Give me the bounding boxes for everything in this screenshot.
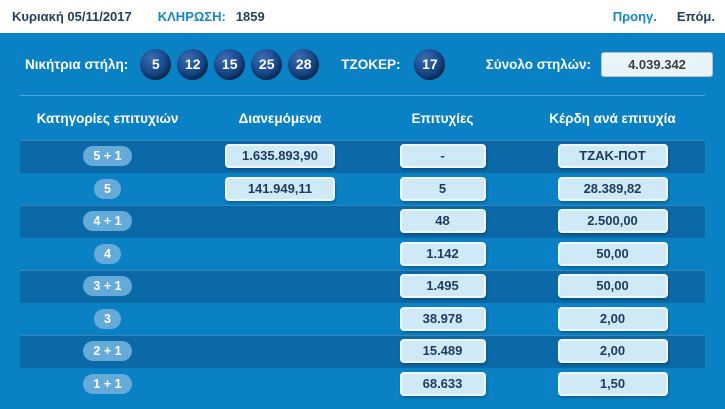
table-cell: 1,50 [520, 371, 705, 396]
category-pill: 3 [94, 308, 121, 329]
prize-per-winner: 2,00 [557, 339, 668, 364]
winning-numbers: 5 12 15 25 28 [140, 48, 325, 80]
draw-label: ΚΛΗΡΩΣΗ: [157, 9, 226, 24]
table-cell: 3 [20, 308, 195, 329]
table-cell: 2,00 [520, 306, 705, 331]
distributed-amount: 141.949,11 [225, 176, 335, 201]
prize-per-winner: 2.500,00 [557, 209, 668, 234]
column-header: Επιτυχίες [411, 110, 474, 126]
table-row: 4 1.142 50,00 [20, 238, 705, 271]
winners-count: 15.489 [399, 339, 486, 364]
table-cell: 5 + 1 [20, 146, 195, 167]
table-cell: 4 + 1 [20, 211, 195, 232]
results-panel: Νικήτρια στήλη: 5 12 15 25 28 ΤΖΟΚΕΡ: 17 Σύν… [0, 33, 725, 409]
category-pill: 5 [94, 178, 121, 199]
table-cell: ΤΖΑΚ-ΠΟΤ [520, 144, 705, 169]
table-cell: 5 [365, 176, 520, 201]
prize-per-winner: 50,00 [557, 274, 668, 299]
table-cell: 1.495 [365, 274, 520, 299]
table-cell: 15.489 [365, 339, 520, 364]
table-cell: 1.142 [365, 241, 520, 266]
table-cell: 2.500,00 [520, 209, 705, 234]
winners-count: 48 [399, 209, 486, 234]
joker-ball: 17 [414, 48, 446, 80]
results-rows: 5 + 1 1.635.893,90 - ΤΖΑΚ-ΠΟΤ 5 141.949,11 5 28… [0, 140, 725, 400]
table-row: 5 + 1 1.635.893,90 - ΤΖΑΚ-ΠΟΤ [20, 140, 705, 173]
prize-per-winner: ΤΖΑΚ-ΠΟΤ [557, 144, 668, 169]
distributed-amount: 1.635.893,90 [225, 144, 335, 169]
table-cell: 38.978 [365, 306, 520, 331]
category-pill: 4 [94, 243, 121, 264]
draw-date: Κυριακή 05/11/2017 [12, 9, 132, 24]
table-row: 5 141.949,11 5 28.389,82 [20, 173, 705, 206]
winners-count: 38.978 [399, 306, 486, 331]
table-row: 1 + 1 68.633 1,50 [20, 368, 705, 401]
lottery-ball: 25 [251, 48, 283, 80]
table-cell: - [365, 144, 520, 169]
table-header-row: Κατηγορίες επιτυχιών Διανεμόμενα Επιτυχίες… [20, 96, 705, 140]
next-draw-link[interactable]: Επόμ. [676, 9, 715, 24]
draw-number: 1859 [235, 9, 265, 24]
table-cell: 5 [20, 178, 195, 199]
winners-count: 1.495 [399, 274, 486, 299]
header-divider [20, 95, 705, 96]
lottery-ball: 12 [177, 48, 209, 80]
table-cell: 4 [20, 243, 195, 264]
column-header: Κατηγορίες επιτυχιών [36, 110, 179, 126]
table-cell: 28.389,82 [520, 176, 705, 201]
table-cell: 50,00 [520, 241, 705, 266]
table-cell: 2,00 [520, 339, 705, 364]
table-cell: 2 + 1 [20, 341, 195, 362]
joker-label: ΤΖΟΚΕΡ: [341, 56, 401, 72]
winners-count: 5 [399, 176, 486, 201]
category-pill: 3 + 1 [83, 276, 132, 297]
table-row: 2 + 1 15.489 2,00 [20, 335, 705, 368]
winning-column-label: Νικήτρια στήλη: [25, 56, 129, 72]
winners-count: 68.633 [399, 371, 486, 396]
prize-per-winner: 28.389,82 [557, 176, 668, 201]
prize-per-winner: 1,50 [557, 371, 668, 396]
lottery-ball: 28 [288, 48, 320, 80]
table-cell: 1.635.893,90 [195, 144, 365, 169]
topbar: Κυριακή 05/11/2017 ΚΛΗΡΩΣΗ: 1859 Προηγ. … [0, 0, 725, 33]
table-row: 3 + 1 1.495 50,00 [20, 270, 705, 303]
table-cell: 68.633 [365, 371, 520, 396]
category-pill: 1 + 1 [83, 373, 132, 394]
table-cell: 141.949,11 [195, 176, 365, 201]
column-header: Διανεμόμενα [238, 110, 322, 126]
total-columns-value: 4.039.342 [601, 51, 713, 77]
prize-per-winner: 2,00 [557, 306, 668, 331]
category-pill: 4 + 1 [83, 211, 132, 232]
lottery-ball: 15 [214, 48, 246, 80]
winners-count: 1.142 [399, 241, 486, 266]
prize-per-winner: 50,00 [557, 241, 668, 266]
table-cell: 3 + 1 [20, 276, 195, 297]
table-cell: 1 + 1 [20, 373, 195, 394]
table-cell: 48 [365, 209, 520, 234]
lottery-ball: 5 [140, 48, 172, 80]
winning-numbers-row: Νικήτρια στήλη: 5 12 15 25 28 ΤΖΟΚΕΡ: 17 Σύν… [0, 33, 725, 95]
table-cell: 50,00 [520, 274, 705, 299]
category-pill: 5 + 1 [83, 146, 132, 167]
previous-draw-link[interactable]: Προηγ. [612, 9, 657, 24]
category-pill: 2 + 1 [83, 341, 132, 362]
total-columns-label: Σύνολο στηλών: [485, 56, 591, 72]
table-row: 3 38.978 2,00 [20, 303, 705, 336]
winners-count: - [399, 144, 486, 169]
column-header: Κέρδη ανά επιτυχία [549, 110, 676, 126]
table-row: 4 + 1 48 2.500,00 [20, 205, 705, 238]
